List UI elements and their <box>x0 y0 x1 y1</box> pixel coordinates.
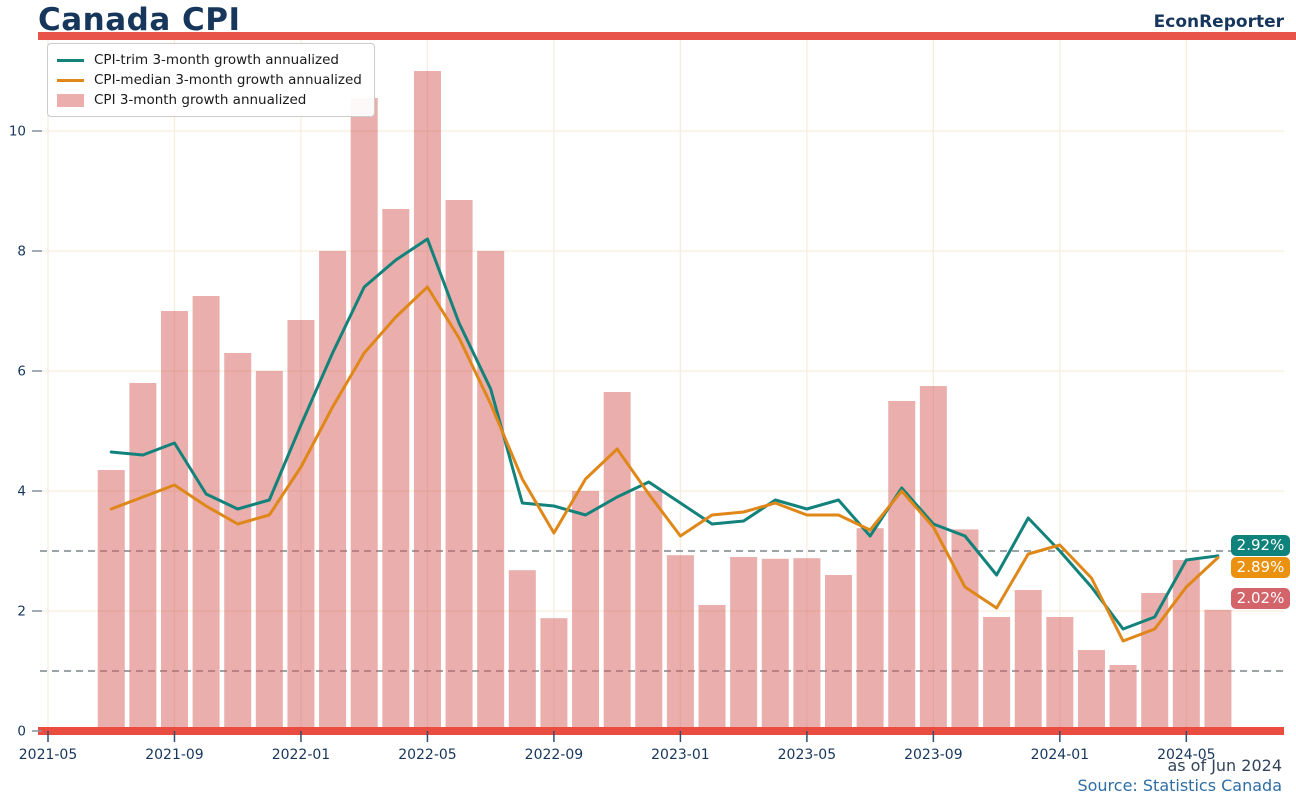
bar <box>635 491 663 731</box>
bar <box>1204 609 1232 731</box>
title-rule-red-bar <box>38 32 1296 40</box>
y-axis: 0 2 4 6 8 10 <box>9 124 42 740</box>
x-axis: 2021-05 2021-09 2022-01 2022-05 2022-09 2023-… <box>19 731 1216 763</box>
brand-logo: EconReporter <box>1153 12 1284 32</box>
bar <box>761 558 789 731</box>
bar <box>856 528 884 731</box>
bar <box>1141 593 1169 731</box>
y-tick-label: 8 <box>17 244 26 260</box>
bar <box>224 353 252 731</box>
bar <box>1046 617 1074 731</box>
as-of-date: as of Jun 2024 <box>1167 756 1282 775</box>
bar <box>129 383 157 731</box>
cpi-bars <box>97 71 1232 731</box>
bar <box>508 570 536 731</box>
chart-legend: CPI-trim 3-month growth annualized CPI-m… <box>47 43 375 117</box>
y-tick-label: 2 <box>17 604 26 620</box>
bar <box>350 98 378 731</box>
bar <box>319 251 347 731</box>
x-tick-label: 2024-05 <box>1157 747 1216 763</box>
y-tick-label: 4 <box>17 484 26 500</box>
source-credit: Source: Statistics Canada <box>1077 776 1282 795</box>
x-tick-label: 2023-05 <box>778 747 837 763</box>
legend-label: CPI 3-month growth annualized <box>94 92 307 108</box>
bar <box>192 296 220 731</box>
y-tick-label: 10 <box>9 124 26 140</box>
cpi-median-line-swatch-icon <box>57 78 84 82</box>
x-tick-label: 2023-09 <box>904 747 963 763</box>
bar <box>160 311 188 731</box>
bar <box>97 470 125 731</box>
bar <box>477 251 505 731</box>
y-tick-label: 6 <box>17 364 26 380</box>
x-tick-label: 2024-01 <box>1031 747 1090 763</box>
bar <box>793 558 821 731</box>
x-tick-label: 2023-01 <box>651 747 710 763</box>
bar <box>951 529 979 731</box>
cpi-bar-swatch-icon <box>57 93 84 107</box>
bar <box>540 618 568 731</box>
bar <box>572 491 600 731</box>
cpi-median-value-badge: 2.89% <box>1231 557 1290 578</box>
legend-item-cpi: CPI 3-month growth annualized <box>57 90 362 110</box>
bar <box>888 401 916 731</box>
bar <box>919 386 947 731</box>
bar <box>1077 650 1105 731</box>
x-tick-label: 2021-05 <box>19 747 78 763</box>
bar <box>287 320 315 731</box>
x-tick-label: 2022-01 <box>272 747 331 763</box>
bar <box>413 71 441 731</box>
x-tick-label: 2022-05 <box>398 747 457 763</box>
x-tick-label: 2022-09 <box>525 747 584 763</box>
bar <box>666 555 694 731</box>
y-tick-label: 0 <box>17 724 26 740</box>
cpi-trim-line-swatch-icon <box>57 58 84 62</box>
cpi-value-badge: 2.02% <box>1231 588 1290 609</box>
bar <box>730 557 758 731</box>
page-title: Canada CPI <box>38 2 241 38</box>
bar <box>698 605 726 731</box>
bar <box>382 209 410 731</box>
bar <box>1014 590 1042 731</box>
legend-item-cpi-trim: CPI-trim 3-month growth annualized <box>57 50 362 70</box>
x-axis-baseline <box>38 727 1284 735</box>
cpi-median-line <box>109 285 1220 643</box>
bar <box>255 371 283 731</box>
cpi-trim-line <box>109 237 1220 631</box>
legend-label: CPI-trim 3-month growth annualized <box>94 52 339 68</box>
bar <box>1109 665 1137 731</box>
x-tick-label: 2021-09 <box>145 747 204 763</box>
legend-item-cpi-median: CPI-median 3-month growth annualized <box>57 70 362 90</box>
bar <box>445 200 473 731</box>
legend-label: CPI-median 3-month growth annualized <box>94 72 362 88</box>
bar <box>603 392 631 731</box>
bar <box>825 575 852 731</box>
cpi-trim-value-badge: 2.92% <box>1231 535 1290 556</box>
bar <box>983 617 1011 731</box>
